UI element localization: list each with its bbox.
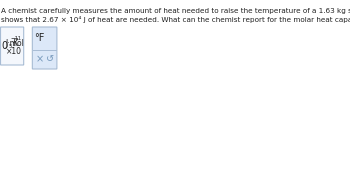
- Text: ·K: ·K: [11, 39, 18, 48]
- Text: −1: −1: [13, 36, 21, 41]
- Text: J·mol: J·mol: [6, 39, 25, 48]
- Text: shows that 2.67 × 10⁴ J of heat are needed. What can the chemist report for the : shows that 2.67 × 10⁴ J of heat are need…: [1, 16, 350, 23]
- Text: A chemist carefully measures the amount of heat needed to raise the temperature : A chemist carefully measures the amount …: [1, 7, 350, 14]
- FancyBboxPatch shape: [0, 27, 24, 65]
- Text: ↺: ↺: [46, 54, 54, 64]
- FancyBboxPatch shape: [32, 27, 57, 69]
- Text: °F: °F: [34, 33, 44, 43]
- Text: ×: ×: [35, 54, 43, 64]
- Text: 0: 0: [2, 41, 8, 51]
- Text: 5: 5: [9, 44, 12, 49]
- Text: ×10: ×10: [6, 47, 22, 56]
- Text: −1: −1: [10, 36, 18, 41]
